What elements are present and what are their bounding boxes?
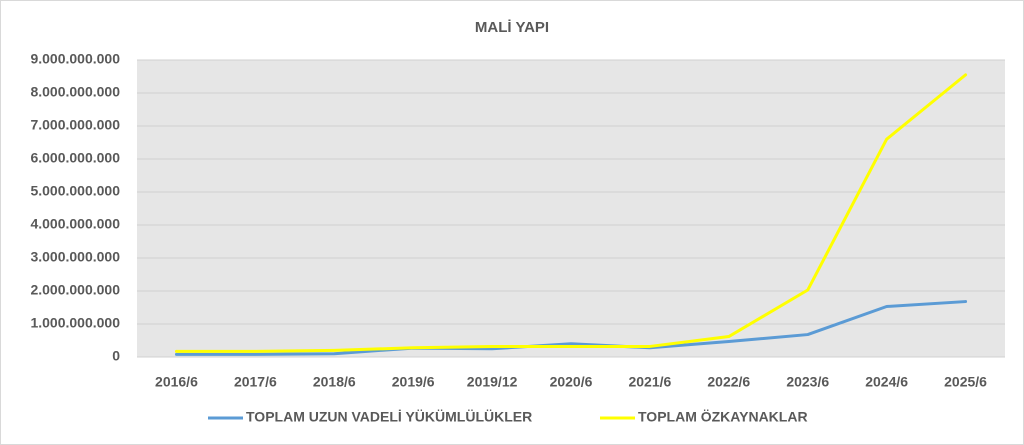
x-tick-label: 2024/6 <box>865 374 908 390</box>
chart-title: MALİ YAPI <box>475 19 549 36</box>
plot-area <box>137 60 1005 357</box>
x-tick-label: 2025/6 <box>944 374 987 390</box>
x-tick-label: 2017/6 <box>234 374 277 390</box>
y-tick-label: 3.000.000.000 <box>30 249 120 265</box>
x-tick-label: 2023/6 <box>786 374 829 390</box>
y-tick-label: 6.000.000.000 <box>30 150 120 166</box>
legend-label: TOPLAM UZUN VADELİ YÜKÜMLÜLÜKLER <box>246 409 532 425</box>
series-line <box>174 300 968 356</box>
x-tick-label: 2020/6 <box>550 374 593 390</box>
x-tick-label: 2018/6 <box>313 374 356 390</box>
y-tick-label: 2.000.000.000 <box>30 282 120 298</box>
y-tick-label: 9.000.000.000 <box>30 51 120 67</box>
y-tick-label: 0 <box>112 348 120 364</box>
x-tick-label: 2021/6 <box>628 374 671 390</box>
y-tick-label: 4.000.000.000 <box>30 216 120 232</box>
y-tick-label: 1.000.000.000 <box>30 315 120 331</box>
x-tick-label: 2019/6 <box>392 374 435 390</box>
y-tick-label: 7.000.000.000 <box>30 117 120 133</box>
y-tick-label: 8.000.000.000 <box>30 84 120 100</box>
series-line <box>174 73 968 353</box>
x-tick-label: 2019/12 <box>467 374 518 390</box>
x-tick-label: 2016/6 <box>155 374 198 390</box>
y-tick-label: 5.000.000.000 <box>30 183 120 199</box>
legend-label: TOPLAM ÖZKAYNAKLAR <box>638 409 808 425</box>
x-tick-label: 2022/6 <box>707 374 750 390</box>
